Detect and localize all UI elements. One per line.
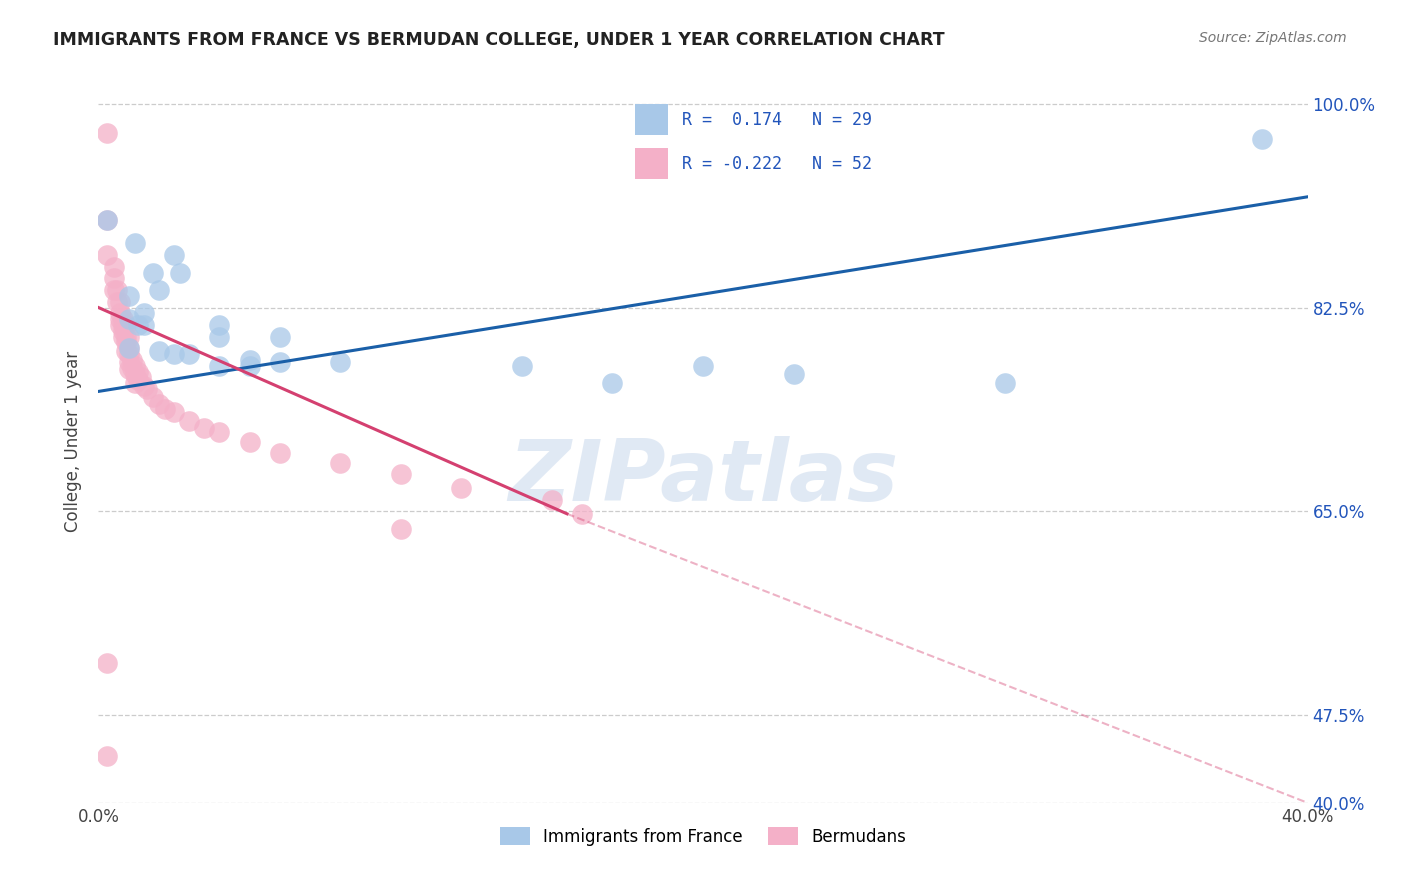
Point xyxy=(783,367,806,381)
Y-axis label: College, Under 1 year: College, Under 1 year xyxy=(65,351,83,533)
Point xyxy=(114,343,136,358)
Point xyxy=(142,390,165,404)
Point xyxy=(389,467,412,482)
Point xyxy=(208,359,231,373)
Point xyxy=(96,656,118,670)
Point xyxy=(450,481,472,495)
Point xyxy=(193,420,215,434)
Point xyxy=(124,359,146,373)
Point xyxy=(103,260,125,274)
Point xyxy=(111,329,134,343)
Point xyxy=(114,329,136,343)
Point xyxy=(124,367,146,381)
Legend: Immigrants from France, Bermudans: Immigrants from France, Bermudans xyxy=(494,821,912,852)
Point xyxy=(135,382,157,396)
Point xyxy=(127,373,149,387)
Point xyxy=(1251,131,1274,145)
Point xyxy=(163,347,186,361)
Point xyxy=(108,312,131,326)
Point xyxy=(389,522,412,536)
Point xyxy=(329,456,352,470)
Point xyxy=(127,365,149,379)
Point xyxy=(127,318,149,332)
Point xyxy=(118,289,141,303)
Point xyxy=(148,343,170,358)
Point xyxy=(179,413,201,427)
Point xyxy=(96,248,118,262)
Point xyxy=(269,446,291,460)
Point xyxy=(994,376,1017,391)
Point xyxy=(114,335,136,350)
Point xyxy=(602,376,624,391)
Point xyxy=(118,355,141,369)
Point xyxy=(118,329,141,343)
Point xyxy=(121,353,143,368)
Point xyxy=(179,347,201,361)
Point xyxy=(239,434,262,449)
Point xyxy=(148,283,170,297)
Point xyxy=(111,318,134,332)
Point xyxy=(118,312,141,326)
Point xyxy=(124,376,146,391)
Point xyxy=(108,318,131,332)
Text: IMMIGRANTS FROM FRANCE VS BERMUDAN COLLEGE, UNDER 1 YEAR CORRELATION CHART: IMMIGRANTS FROM FRANCE VS BERMUDAN COLLE… xyxy=(53,31,945,49)
Point xyxy=(269,329,291,343)
Point xyxy=(142,266,165,280)
Point xyxy=(114,318,136,332)
Point xyxy=(208,329,231,343)
Text: Source: ZipAtlas.com: Source: ZipAtlas.com xyxy=(1199,31,1347,45)
Point xyxy=(132,378,155,392)
Point xyxy=(108,294,131,309)
Point xyxy=(111,324,134,338)
Point xyxy=(129,370,152,384)
Point xyxy=(103,271,125,285)
Point xyxy=(105,283,128,297)
Point xyxy=(96,749,118,764)
Point xyxy=(96,126,118,140)
Point xyxy=(111,312,134,326)
Point xyxy=(118,347,141,361)
Point xyxy=(208,318,231,332)
Point xyxy=(105,294,128,309)
Point xyxy=(124,236,146,251)
Point xyxy=(692,359,714,373)
Point xyxy=(103,283,125,297)
Point xyxy=(132,306,155,320)
Point xyxy=(239,353,262,368)
Text: ZIPatlas: ZIPatlas xyxy=(508,436,898,519)
Point xyxy=(118,362,141,376)
Point xyxy=(148,397,170,411)
Point xyxy=(163,248,186,262)
Point xyxy=(571,507,593,521)
Point xyxy=(239,359,262,373)
Point xyxy=(329,355,352,369)
Point xyxy=(208,425,231,440)
Point xyxy=(163,405,186,419)
Point xyxy=(510,359,533,373)
Point xyxy=(108,306,131,320)
Point xyxy=(153,401,176,416)
Point xyxy=(121,361,143,376)
Point xyxy=(269,355,291,369)
Point xyxy=(118,341,141,355)
Point xyxy=(540,492,562,507)
Point xyxy=(118,341,141,355)
Point xyxy=(132,318,155,332)
Point xyxy=(169,266,191,280)
Point xyxy=(96,213,118,227)
Point xyxy=(96,213,118,227)
